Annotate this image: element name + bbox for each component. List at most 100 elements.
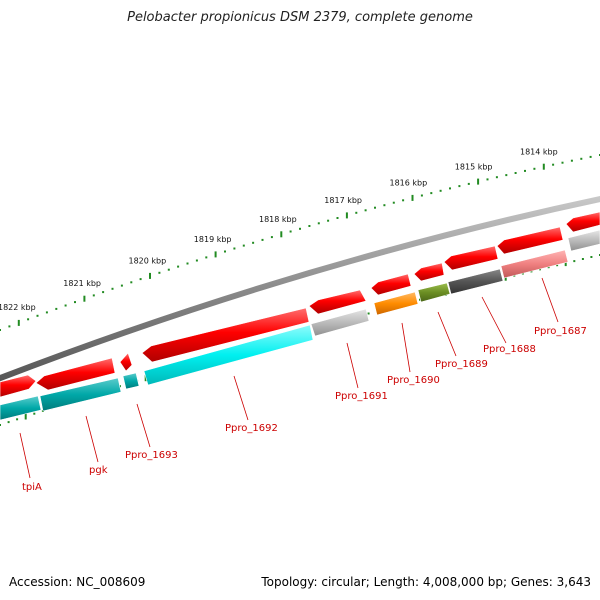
gene-arrow[interactable]: [0, 374, 37, 398]
kbp-major-tick: [17, 319, 20, 326]
inner-minor-tick: [367, 312, 370, 315]
kbp-major-tick: [477, 178, 480, 185]
gene-label-ppro-1687: Ppro_1687: [534, 326, 587, 337]
kbp-minor-tick: [392, 201, 395, 204]
kbp-minor-tick: [45, 311, 48, 314]
kbp-minor-tick: [139, 278, 142, 281]
gene-label-pgk: pgk: [89, 465, 108, 476]
inner-minor-tick: [0, 424, 1, 426]
inner-minor-tick: [581, 258, 584, 260]
kbp-minor-tick: [355, 211, 358, 214]
gene-arrow[interactable]: [443, 245, 499, 271]
kbp-minor-tick: [195, 259, 198, 262]
kbp-minor-tick: [261, 238, 264, 241]
kbp-minor-tick: [458, 185, 461, 188]
kbp-minor-tick: [289, 230, 292, 233]
kbp-minor-tick: [120, 284, 123, 287]
inner-major-tick: [24, 413, 27, 420]
cog-block-ppro-1691[interactable]: [310, 308, 370, 337]
kbp-minor-tick: [299, 227, 301, 230]
inner-minor-tick: [16, 418, 19, 421]
inner-minor-tick: [556, 264, 559, 267]
kbp-minor-tick: [92, 294, 95, 297]
inner-minor-tick: [573, 260, 576, 263]
gene-arrow[interactable]: [413, 262, 445, 282]
cog-block-ppro-1693[interactable]: [122, 372, 140, 390]
cog-block-tpiA[interactable]: [0, 395, 42, 421]
kbp-minor-tick: [580, 157, 583, 160]
kbp-minor-tick: [36, 314, 39, 317]
kbp-minor-tick: [552, 163, 555, 166]
kbp-tick-label: 1815 kbp: [455, 162, 493, 171]
cog-block-pgk[interactable]: [39, 377, 122, 412]
cog-block-ppro-1687[interactable]: [500, 249, 569, 279]
cog-block[interactable]: [567, 229, 600, 252]
kbp-minor-tick: [0, 329, 1, 331]
gene-arrow[interactable]: [370, 273, 412, 296]
kbp-minor-tick: [167, 268, 170, 271]
kbp-tick-label: 1817 kbp: [324, 196, 362, 205]
inner-minor-tick: [590, 256, 593, 258]
kbp-minor-tick: [130, 281, 133, 284]
kbp-minor-tick: [439, 189, 442, 192]
kbp-minor-tick: [270, 236, 273, 239]
kbp-minor-tick: [561, 161, 564, 164]
kbp-minor-tick: [55, 307, 58, 310]
kbp-minor-tick: [486, 178, 489, 181]
kbp-tick-labels: 1814 kbp 1815 kbp 1816 kbp 1817 kbp 1818 kbp…: [0, 148, 558, 313]
kbp-minor-tick: [317, 222, 320, 225]
kbp-minor-tick: [524, 169, 526, 172]
kbp-minor-tick: [111, 287, 114, 290]
kbp-minor-tick: [308, 225, 311, 227]
kbp-minor-tick: [224, 250, 226, 253]
kbp-minor-tick: [420, 194, 423, 197]
kbp-tick-label: 1821 kbp: [63, 279, 101, 288]
gene-arrow[interactable]: [565, 211, 600, 233]
kbp-tick-label: 1818 kbp: [259, 215, 297, 224]
kbp-minor-tick: [383, 204, 386, 207]
kbp-minor-tick: [589, 155, 592, 158]
kbp-major-tick: [411, 194, 414, 201]
kbp-major-tick: [83, 295, 86, 302]
kbp-minor-tick: [374, 206, 376, 209]
kbp-minor-tick: [177, 265, 180, 268]
kbp-minor-tick: [570, 159, 573, 162]
genome-title: Pelobacter propionicus DSM 2379, complet…: [127, 10, 473, 25]
kbp-minor-tick: [364, 209, 367, 212]
kbp-tick-label: 1820 kbp: [129, 256, 167, 265]
kbp-minor-tick: [205, 256, 208, 259]
kbp-minor-tick: [74, 301, 76, 304]
topology-summary: Topology: circular; Length: 4,008,000 bp…: [261, 575, 591, 589]
kbp-major-tick: [280, 231, 283, 238]
kbp-minor-tick: [533, 167, 536, 170]
label-leader-lines: [19, 277, 559, 479]
cog-block-ppro-1690[interactable]: [373, 291, 419, 316]
kbp-minor-tick: [336, 217, 339, 219]
kbp-major-tick: [542, 163, 545, 170]
kbp-minor-tick: [402, 199, 405, 202]
gene-label-ppro-1693: Ppro_1693: [125, 450, 178, 461]
gene-arrow-pgk[interactable]: [35, 357, 116, 391]
kbp-minor-tick: [467, 182, 470, 185]
kbp-minor-tick: [430, 192, 433, 195]
gene-labels: Ppro_1687 Ppro_1688 Ppro_1689 Ppro_1690 …: [22, 326, 587, 493]
kbp-minor-tick: [495, 176, 498, 179]
gene-arrow[interactable]: [119, 352, 133, 372]
gene-arrow-ppro-1692[interactable]: [141, 307, 310, 363]
inner-major-tick: [564, 260, 567, 267]
gene-arrow[interactable]: [496, 226, 564, 255]
forward-strand: [0, 211, 600, 398]
kbp-minor-tick: [186, 262, 189, 265]
genome-backbone: [0, 196, 600, 382]
cog-block-ppro-1692[interactable]: [143, 324, 314, 386]
kbp-minor-tick: [505, 174, 508, 177]
inner-minor-tick: [419, 298, 421, 301]
cog-block-ppro-1689[interactable]: [417, 282, 451, 303]
cog-block-ppro-1688[interactable]: [447, 268, 504, 295]
kbp-minor-tick: [27, 318, 30, 321]
inner-major-tick: [144, 375, 147, 382]
gene-arrow[interactable]: [308, 289, 367, 315]
inner-minor-tick: [547, 266, 550, 269]
kbp-tick-track: [0, 154, 600, 331]
